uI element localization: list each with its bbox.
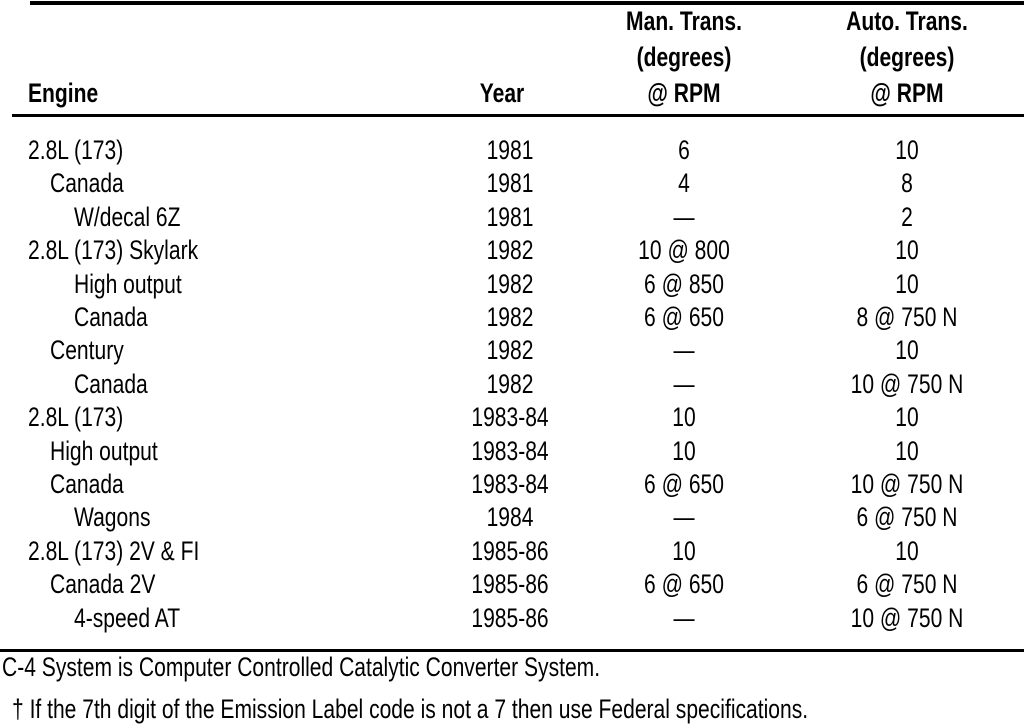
engine-cell: Canada: [50, 168, 124, 199]
auto-trans-cell: 10: [895, 402, 919, 433]
auto-trans-cell: 10: [895, 335, 919, 366]
man-trans-cell: 6 @ 850: [644, 268, 724, 299]
man-trans-cell: 6 @ 650: [644, 469, 724, 499]
year-cell: 1983-84: [471, 469, 549, 499]
auto-trans-cell: 8: [901, 168, 913, 199]
year-cell: 1984: [486, 502, 534, 533]
engine-cell: 2.8L (173) Skylark: [28, 235, 199, 266]
man-trans-cell: 6: [678, 135, 690, 165]
year-cell: 1982: [486, 302, 534, 332]
auto-trans-cell: 8 @ 750 N: [856, 302, 958, 332]
engine-cell: High output: [50, 435, 158, 466]
man-trans-cell: 10: [672, 402, 696, 433]
year-cell: 1983-84: [471, 435, 549, 466]
auto-trans-cell: 10: [895, 235, 919, 266]
man-trans-cell: 10: [672, 435, 696, 466]
engine-cell: 2.8L (173) 2V & FI: [28, 535, 200, 566]
footnote-dagger: † If the 7th digit of the Emission Label…: [12, 694, 809, 724]
year-cell: 1985-86: [471, 535, 549, 566]
bottom-rule: [0, 649, 1024, 652]
header-auto-trans-2: (degrees): [859, 42, 955, 72]
year-cell: 1982: [486, 268, 534, 299]
auto-trans-cell: 10 @ 750 N: [850, 469, 964, 499]
auto-trans-cell: 10: [895, 535, 919, 566]
auto-trans-cell: 10: [895, 268, 919, 299]
header-auto-trans-1: Auto. Trans.: [846, 6, 968, 36]
man-trans-cell: 6 @ 650: [644, 569, 724, 600]
man-trans-cell: 10 @ 800: [638, 235, 730, 266]
engine-cell: 2.8L (173): [28, 135, 124, 165]
auto-trans-cell: 10 @ 750 N: [850, 368, 964, 399]
auto-trans-cell: 10: [895, 135, 919, 165]
auto-trans-cell: 2: [901, 201, 913, 232]
engine-cell: 2.8L (173): [28, 402, 124, 433]
auto-trans-cell: 6 @ 750 N: [856, 569, 958, 600]
man-trans-cell: 4: [678, 168, 690, 199]
year-cell: 1982: [486, 368, 534, 399]
auto-trans-cell: 10 @ 750 N: [850, 602, 964, 633]
engine-cell: Century: [50, 335, 124, 366]
auto-trans-cell: 6 @ 750 N: [856, 502, 958, 533]
year-cell: 1981: [486, 168, 534, 199]
engine-cell: Canada: [74, 368, 148, 399]
header-man-trans-1: Man. Trans.: [626, 6, 742, 36]
engine-cell: Wagons: [74, 502, 151, 533]
man-trans-cell: —: [673, 368, 695, 399]
year-cell: 1982: [486, 335, 534, 366]
header-auto-trans-3: @ RPM: [870, 78, 944, 108]
footnote-c4: C-4 System is Computer Controlled Cataly…: [2, 652, 601, 682]
engine-cell: High output: [74, 268, 182, 299]
year-cell: 1981: [486, 135, 534, 165]
man-trans-cell: 10: [672, 535, 696, 566]
engine-cell: W/decal 6Z: [74, 201, 181, 232]
header-man-trans-2: (degrees): [636, 42, 732, 72]
year-cell: 1981: [486, 201, 534, 232]
man-trans-cell: —: [673, 335, 695, 366]
man-trans-cell: —: [673, 602, 695, 633]
auto-trans-cell: 10: [895, 435, 919, 466]
header-engine: Engine: [28, 78, 99, 108]
header-year: Year: [479, 78, 525, 108]
top-rule: [30, 1, 1024, 5]
engine-cell: Canada: [50, 469, 124, 499]
engine-cell: Canada: [74, 302, 148, 332]
year-cell: 1985-86: [471, 602, 549, 633]
header-man-trans-3: @ RPM: [647, 78, 721, 108]
year-cell: 1985-86: [471, 569, 549, 600]
engine-cell: 4-speed AT: [74, 602, 181, 633]
engine-cell: Canada 2V: [50, 569, 156, 600]
man-trans-cell: 6 @ 650: [644, 302, 724, 332]
man-trans-cell: —: [673, 502, 695, 533]
year-cell: 1982: [486, 235, 534, 266]
year-cell: 1983-84: [471, 402, 549, 433]
header-rule: [12, 114, 1024, 117]
man-trans-cell: —: [673, 201, 695, 232]
